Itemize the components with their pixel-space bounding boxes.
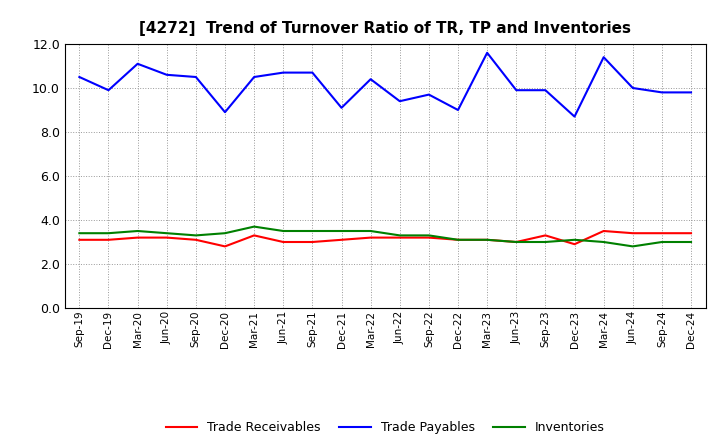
Trade Payables — [220, 110, 229, 115]
Trade Receivables — [454, 237, 462, 242]
Trade Payables — [104, 88, 113, 93]
Trade Payables — [657, 90, 666, 95]
Trade Payables — [192, 74, 200, 80]
Trade Receivables — [366, 235, 375, 240]
Inventories — [687, 239, 696, 245]
Trade Receivables — [220, 244, 229, 249]
Inventories — [308, 228, 317, 234]
Trade Payables — [279, 70, 287, 75]
Trade Receivables — [337, 237, 346, 242]
Inventories — [163, 231, 171, 236]
Trade Receivables — [657, 231, 666, 236]
Inventories — [599, 239, 608, 245]
Trade Receivables — [599, 228, 608, 234]
Inventories — [454, 237, 462, 242]
Trade Payables — [75, 74, 84, 80]
Line: Trade Receivables: Trade Receivables — [79, 231, 691, 246]
Trade Payables — [366, 77, 375, 82]
Inventories — [541, 239, 550, 245]
Trade Payables — [163, 72, 171, 77]
Trade Receivables — [483, 237, 492, 242]
Inventories — [366, 228, 375, 234]
Trade Payables — [250, 74, 258, 80]
Trade Receivables — [570, 242, 579, 247]
Inventories — [337, 228, 346, 234]
Trade Receivables — [308, 239, 317, 245]
Line: Trade Payables: Trade Payables — [79, 53, 691, 117]
Trade Receivables — [629, 231, 637, 236]
Trade Receivables — [425, 235, 433, 240]
Trade Receivables — [395, 235, 404, 240]
Trade Payables — [395, 99, 404, 104]
Inventories — [75, 231, 84, 236]
Line: Inventories: Inventories — [79, 227, 691, 246]
Trade Receivables — [279, 239, 287, 245]
Trade Payables — [133, 61, 142, 66]
Inventories — [570, 237, 579, 242]
Trade Receivables — [541, 233, 550, 238]
Inventories — [483, 237, 492, 242]
Trade Receivables — [133, 235, 142, 240]
Trade Payables — [337, 105, 346, 110]
Inventories — [395, 233, 404, 238]
Trade Receivables — [163, 235, 171, 240]
Trade Payables — [541, 88, 550, 93]
Inventories — [192, 233, 200, 238]
Inventories — [629, 244, 637, 249]
Trade Receivables — [75, 237, 84, 242]
Inventories — [250, 224, 258, 229]
Trade Payables — [308, 70, 317, 75]
Title: [4272]  Trend of Turnover Ratio of TR, TP and Inventories: [4272] Trend of Turnover Ratio of TR, TP… — [139, 21, 631, 36]
Trade Receivables — [512, 239, 521, 245]
Legend: Trade Receivables, Trade Payables, Inventories: Trade Receivables, Trade Payables, Inven… — [161, 416, 610, 439]
Inventories — [279, 228, 287, 234]
Trade Payables — [599, 55, 608, 60]
Trade Payables — [512, 88, 521, 93]
Trade Receivables — [104, 237, 113, 242]
Inventories — [425, 233, 433, 238]
Trade Receivables — [192, 237, 200, 242]
Trade Payables — [687, 90, 696, 95]
Trade Payables — [629, 85, 637, 91]
Inventories — [104, 231, 113, 236]
Inventories — [512, 239, 521, 245]
Trade Payables — [483, 50, 492, 55]
Trade Payables — [454, 107, 462, 113]
Trade Payables — [570, 114, 579, 119]
Inventories — [657, 239, 666, 245]
Trade Receivables — [687, 231, 696, 236]
Trade Receivables — [250, 233, 258, 238]
Trade Payables — [425, 92, 433, 97]
Inventories — [220, 231, 229, 236]
Inventories — [133, 228, 142, 234]
